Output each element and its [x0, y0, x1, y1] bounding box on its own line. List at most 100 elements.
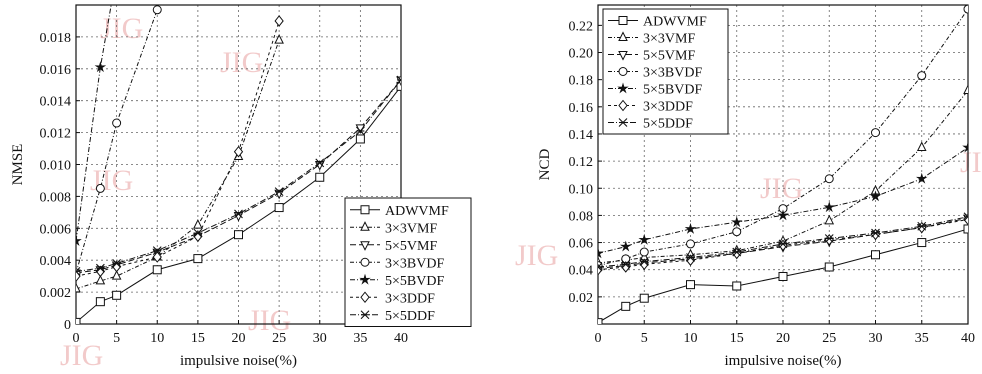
data-point [732, 227, 742, 237]
plot-area [598, 5, 968, 324]
data-point [193, 228, 203, 238]
data-point [94, 61, 107, 73]
data-point [598, 318, 603, 324]
data-point [686, 253, 695, 262]
legend-label: 3×3BVDF [385, 256, 444, 271]
data-point [621, 259, 631, 269]
data-point [963, 212, 968, 222]
data-point [962, 141, 968, 153]
legend-label: 5×5BVDF [643, 83, 702, 98]
data-point [871, 228, 880, 238]
y-tick-label: 0.04 [569, 264, 594, 279]
data-point [396, 75, 401, 85]
x-tick-label: 20 [776, 331, 790, 346]
data-point [95, 183, 105, 193]
legend-label: 3×3VMF [385, 221, 437, 236]
y-tick-label: 0.14 [569, 128, 594, 143]
y-tick-label: 0.016 [40, 63, 72, 78]
x-tick-label: 30 [313, 331, 327, 346]
y-axis-label: NMSE [10, 144, 26, 186]
x-tick-label: 10 [684, 331, 698, 346]
legend-label: ADWVMF [643, 15, 707, 30]
data-point [778, 239, 788, 249]
ncd-chart: 0 5 10 15 20 25 30 35 40 0.02 0.04 0.06 0.08 0.10 0.12… [537, 4, 976, 369]
plot-area [76, 5, 401, 324]
x-tick-label: 0 [595, 331, 602, 346]
data-point [193, 254, 203, 264]
x-tick-label: 5 [113, 331, 120, 346]
data-point [917, 238, 927, 248]
x-axis-label: impulsive noise(%) [180, 353, 297, 369]
x-tick-label: 25 [822, 331, 836, 346]
legend-marker [618, 31, 628, 41]
series-x-cross [598, 212, 968, 272]
series-line [598, 217, 968, 269]
legend-marker [360, 221, 370, 231]
watermark-text-3: JIG [248, 304, 291, 337]
legend-marker [359, 273, 371, 285]
data-point [274, 15, 284, 27]
legend-marker [618, 16, 628, 25]
legend-marker [618, 67, 628, 76]
data-point [95, 263, 105, 273]
data-point [112, 259, 122, 268]
series-square [598, 224, 968, 324]
tick-labels: 0 5 10 15 20 25 30 35 40 0.02 0.04 0.06 0.08 0.10 0.12… [569, 19, 976, 346]
series-line [598, 218, 968, 271]
x-tick-label: 15 [730, 331, 744, 346]
data-point-b [396, 79, 401, 85]
series-line [598, 8, 968, 267]
data-point [639, 247, 649, 257]
y-tick-label: 0.018 [40, 31, 72, 46]
data-point [152, 246, 162, 256]
data-point [639, 257, 649, 266]
data-point [730, 216, 743, 228]
data-point [193, 218, 203, 229]
y-tick-label: 0.08 [569, 209, 594, 224]
data-point [152, 265, 162, 275]
legend-marker [360, 310, 370, 320]
x-tick-label: 25 [272, 331, 286, 346]
x-tick-label: 40 [394, 331, 408, 346]
data-point [76, 317, 81, 324]
data-point [76, 266, 81, 276]
data-point [274, 33, 284, 44]
y-tick-label: 0.02 [569, 291, 594, 306]
y-tick-label: 0.20 [569, 47, 594, 62]
data-point [396, 81, 401, 91]
data-point [152, 251, 162, 263]
x-tick-label: 35 [353, 331, 367, 346]
y-tick-label: 0.008 [40, 190, 72, 205]
data-point [95, 274, 106, 285]
data-point-a [396, 75, 401, 81]
data-point [686, 280, 695, 290]
data-point-a [76, 270, 81, 276]
data-point [963, 224, 968, 234]
y-tick-label: 0.010 [40, 159, 72, 174]
y-tick-label: 0.002 [40, 286, 72, 301]
watermark-text-6: JIG [960, 146, 982, 179]
x-tick-label: 10 [150, 331, 164, 346]
legend-label: 3×3DDF [643, 100, 693, 115]
series-circle [598, 5, 968, 271]
watermark-text-7: JIG [60, 339, 103, 372]
x-axis-label: impulsive noise(%) [724, 353, 841, 369]
data-point [598, 247, 604, 259]
data-point [915, 172, 928, 184]
x-tick-label: 35 [915, 331, 929, 346]
y-tick-label: 0.06 [569, 237, 594, 252]
data-point [112, 118, 122, 128]
legend-label: 3×3DDF [385, 291, 435, 306]
legend-label: 3×3BVDF [643, 66, 702, 81]
data-point [824, 234, 834, 243]
x-tick-label: 5 [641, 331, 648, 346]
data-point [963, 84, 968, 95]
y-tick-label: 0.004 [40, 254, 72, 269]
x-tick-label: 15 [191, 331, 205, 346]
watermark-text-5: JIG [760, 172, 803, 205]
x-tick-label: 40 [961, 331, 975, 346]
data-point [619, 240, 632, 252]
data-point [684, 222, 697, 234]
watermark-text-4: JIG [515, 239, 558, 272]
